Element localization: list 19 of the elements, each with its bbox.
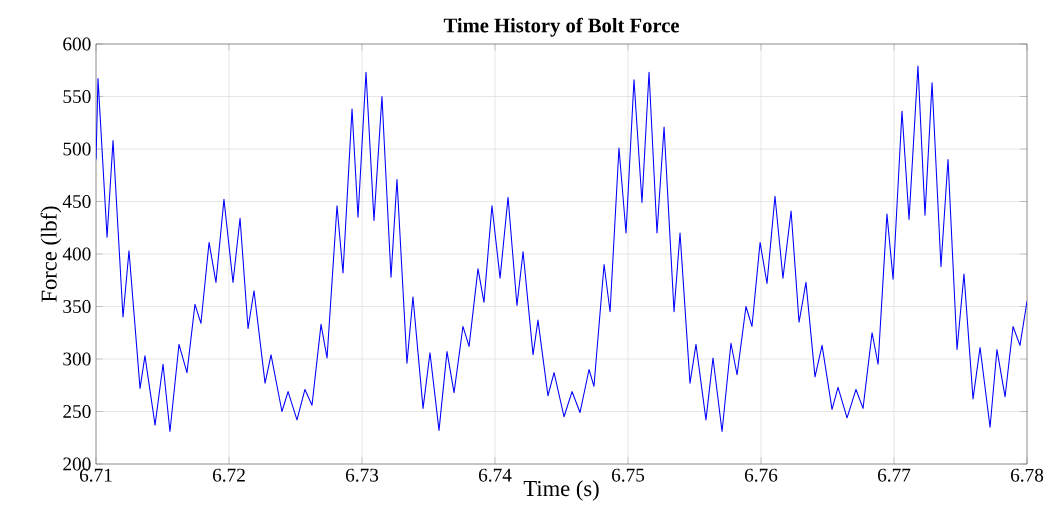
y-tick-label: 600 (63, 37, 91, 51)
y-tick-label: 500 (63, 142, 91, 156)
x-tick-label: 6.76 (744, 468, 778, 482)
x-tick-label: 6.77 (878, 468, 911, 482)
x-tick-label: 6.74 (478, 468, 512, 482)
y-tick-label: 400 (62, 247, 91, 261)
x-axis-title: Time (s) (523, 480, 599, 501)
y-axis-title: Force (lbf) (40, 206, 62, 302)
x-tick-label: 6.78 (1011, 468, 1044, 482)
y-tick-label: 450 (62, 195, 91, 208)
line-series (96, 65, 1028, 432)
chart-title: Time History of Bolt Force (443, 17, 679, 37)
y-tick-label: 350 (63, 300, 91, 313)
y-tick-label: 550 (63, 89, 91, 103)
y-tick-label: 250 (63, 405, 91, 418)
x-tick-label: 6.75 (611, 468, 645, 482)
y-tick-label: 300 (63, 352, 91, 366)
x-tick-label: 6.72 (212, 468, 245, 482)
x-tick-label: 6.73 (345, 468, 379, 482)
